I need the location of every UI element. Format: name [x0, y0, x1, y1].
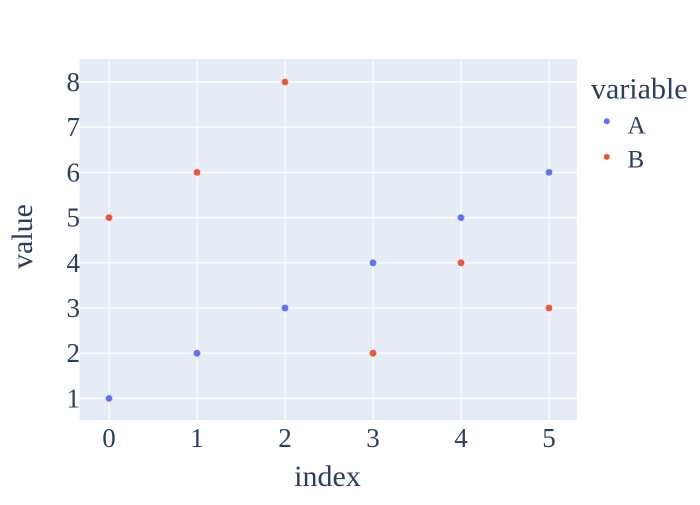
svg-text:7: 7 — [67, 112, 81, 142]
svg-text:B: B — [628, 146, 645, 173]
svg-text:1: 1 — [67, 383, 81, 413]
svg-text:2: 2 — [278, 423, 292, 453]
svg-text:5: 5 — [542, 423, 556, 453]
svg-text:A: A — [628, 112, 646, 139]
svg-text:3: 3 — [67, 293, 81, 323]
svg-text:4: 4 — [67, 248, 81, 278]
svg-text:variable: variable — [591, 73, 688, 106]
svg-text:0: 0 — [102, 423, 116, 453]
svg-text:5: 5 — [67, 203, 81, 233]
svg-text:8: 8 — [67, 67, 81, 97]
svg-text:1: 1 — [190, 423, 204, 453]
svg-text:value: value — [6, 204, 39, 269]
svg-text:6: 6 — [67, 157, 81, 187]
svg-text:4: 4 — [454, 423, 468, 453]
svg-text:2: 2 — [67, 338, 81, 368]
svg-text:index: index — [294, 460, 361, 493]
svg-text:3: 3 — [366, 423, 380, 453]
